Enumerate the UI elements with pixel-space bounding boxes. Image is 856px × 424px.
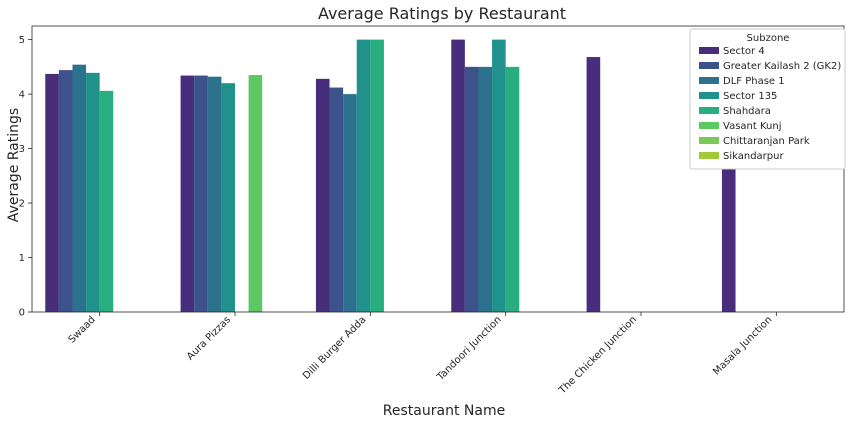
y-tick-label: 2 — [19, 199, 25, 210]
bar — [45, 73, 59, 312]
bar — [370, 39, 384, 313]
bar — [194, 75, 208, 312]
legend-swatch — [699, 122, 719, 129]
bar — [464, 66, 479, 312]
legend-label: Sector 4 — [723, 46, 765, 57]
legend-items: Sector 4 Greater Kailash 2 (GK2) DLF Phase… — [699, 46, 841, 162]
bar — [72, 64, 87, 313]
legend-swatch — [699, 62, 719, 69]
bar — [99, 90, 114, 312]
y-tick-label: 0 — [19, 308, 25, 319]
bar — [356, 39, 371, 313]
y-tick-label: 3 — [19, 144, 25, 155]
y-tick-label: 1 — [19, 253, 25, 264]
bar — [329, 87, 344, 312]
legend-swatch — [699, 77, 719, 84]
y-axis-title: Average Ratings — [6, 108, 22, 222]
legend-title: Subzone — [747, 33, 790, 44]
legend-label: Shahdara — [723, 106, 771, 117]
legend-swatch — [699, 152, 719, 159]
legend-label: Sector 135 — [723, 91, 777, 102]
legend-swatch — [699, 47, 719, 54]
bar — [492, 39, 506, 313]
bar — [451, 39, 465, 313]
legend-swatch — [699, 92, 719, 99]
legend-label: Greater Kailash 2 (GK2) — [723, 61, 841, 72]
legend-swatch — [699, 137, 719, 144]
bar — [586, 57, 601, 312]
bar — [58, 70, 73, 312]
x-axis-title: Restaurant Name — [383, 403, 505, 419]
bar — [505, 66, 520, 312]
bar — [315, 78, 330, 312]
y-tick-label: 4 — [19, 90, 25, 101]
bar — [221, 83, 235, 312]
legend-label: DLF Phase 1 — [723, 76, 785, 87]
legend-swatch — [699, 107, 719, 114]
bar — [207, 76, 222, 312]
legend-frame — [689, 28, 846, 170]
chart-title: Average Ratings by Restaurant — [318, 4, 566, 23]
legend-label: Sikandarpur — [723, 151, 784, 162]
legend-label: Vasant Kunj — [723, 121, 781, 132]
bar — [478, 66, 493, 312]
legend: Subzone Sector 4 Greater Kailash 2 (GK2) D… — [689, 28, 846, 170]
bar — [343, 94, 357, 312]
y-tick-label: 5 — [19, 35, 25, 46]
bar — [248, 75, 263, 312]
bar — [86, 72, 100, 312]
legend-label: Chittaranjan Park — [723, 136, 810, 147]
bar — [180, 75, 195, 312]
